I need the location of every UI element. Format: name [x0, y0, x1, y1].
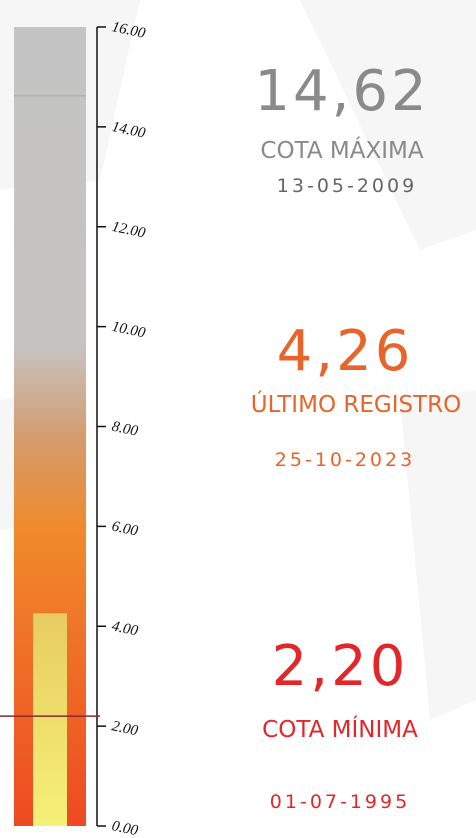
date-label: 01-07-1995 [270, 791, 410, 813]
y-tick-label: 4.00 [110, 618, 139, 639]
value-label: 14,62 [254, 59, 429, 124]
series-name: ÚLTIMO REGISTRO [251, 390, 461, 418]
value-label: 2,20 [272, 634, 409, 699]
y-tick-label: 6.00 [110, 519, 139, 540]
y-tick-label: 10.00 [110, 319, 147, 342]
y-tick-label: 2.00 [110, 718, 139, 739]
y-tick-label: 0.00 [110, 818, 139, 838]
date-label: 25-10-2023 [275, 449, 415, 471]
date-label: 13-05-2009 [277, 175, 417, 197]
y-tick-label: 14.00 [110, 119, 147, 142]
y-tick-label: 16.00 [110, 19, 147, 42]
series-name: COTA MÍNIMA [262, 715, 418, 743]
y-tick-label: 12.00 [110, 219, 147, 242]
bar [33, 613, 67, 826]
y-tick-label: 8.00 [110, 419, 139, 440]
series-name: COTA MÁXIMA [260, 136, 423, 164]
value-label: 4,26 [277, 319, 414, 384]
